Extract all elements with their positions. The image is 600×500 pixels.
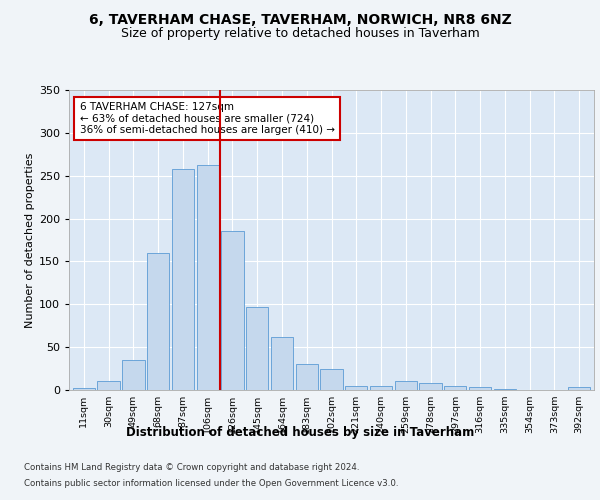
Bar xyxy=(419,383,442,390)
Bar xyxy=(73,388,95,390)
Bar xyxy=(494,389,516,390)
Bar xyxy=(320,368,343,390)
Bar xyxy=(568,388,590,390)
Text: 6, TAVERHAM CHASE, TAVERHAM, NORWICH, NR8 6NZ: 6, TAVERHAM CHASE, TAVERHAM, NORWICH, NR… xyxy=(89,12,511,26)
Text: Size of property relative to detached houses in Taverham: Size of property relative to detached ho… xyxy=(121,28,479,40)
Bar xyxy=(370,386,392,390)
Bar xyxy=(246,307,268,390)
Text: Distribution of detached houses by size in Taverham: Distribution of detached houses by size … xyxy=(126,426,474,439)
Bar xyxy=(197,166,219,390)
Bar xyxy=(444,386,466,390)
Text: 6 TAVERHAM CHASE: 127sqm
← 63% of detached houses are smaller (724)
36% of semi-: 6 TAVERHAM CHASE: 127sqm ← 63% of detach… xyxy=(79,102,335,135)
Bar xyxy=(469,386,491,390)
Bar xyxy=(345,386,367,390)
Bar xyxy=(147,253,169,390)
Y-axis label: Number of detached properties: Number of detached properties xyxy=(25,152,35,328)
Text: Contains public sector information licensed under the Open Government Licence v3: Contains public sector information licen… xyxy=(24,478,398,488)
Bar xyxy=(296,364,318,390)
Bar xyxy=(221,232,244,390)
Text: Contains HM Land Registry data © Crown copyright and database right 2024.: Contains HM Land Registry data © Crown c… xyxy=(24,464,359,472)
Bar xyxy=(97,382,120,390)
Bar xyxy=(172,169,194,390)
Bar xyxy=(395,380,417,390)
Bar xyxy=(122,360,145,390)
Bar xyxy=(271,337,293,390)
